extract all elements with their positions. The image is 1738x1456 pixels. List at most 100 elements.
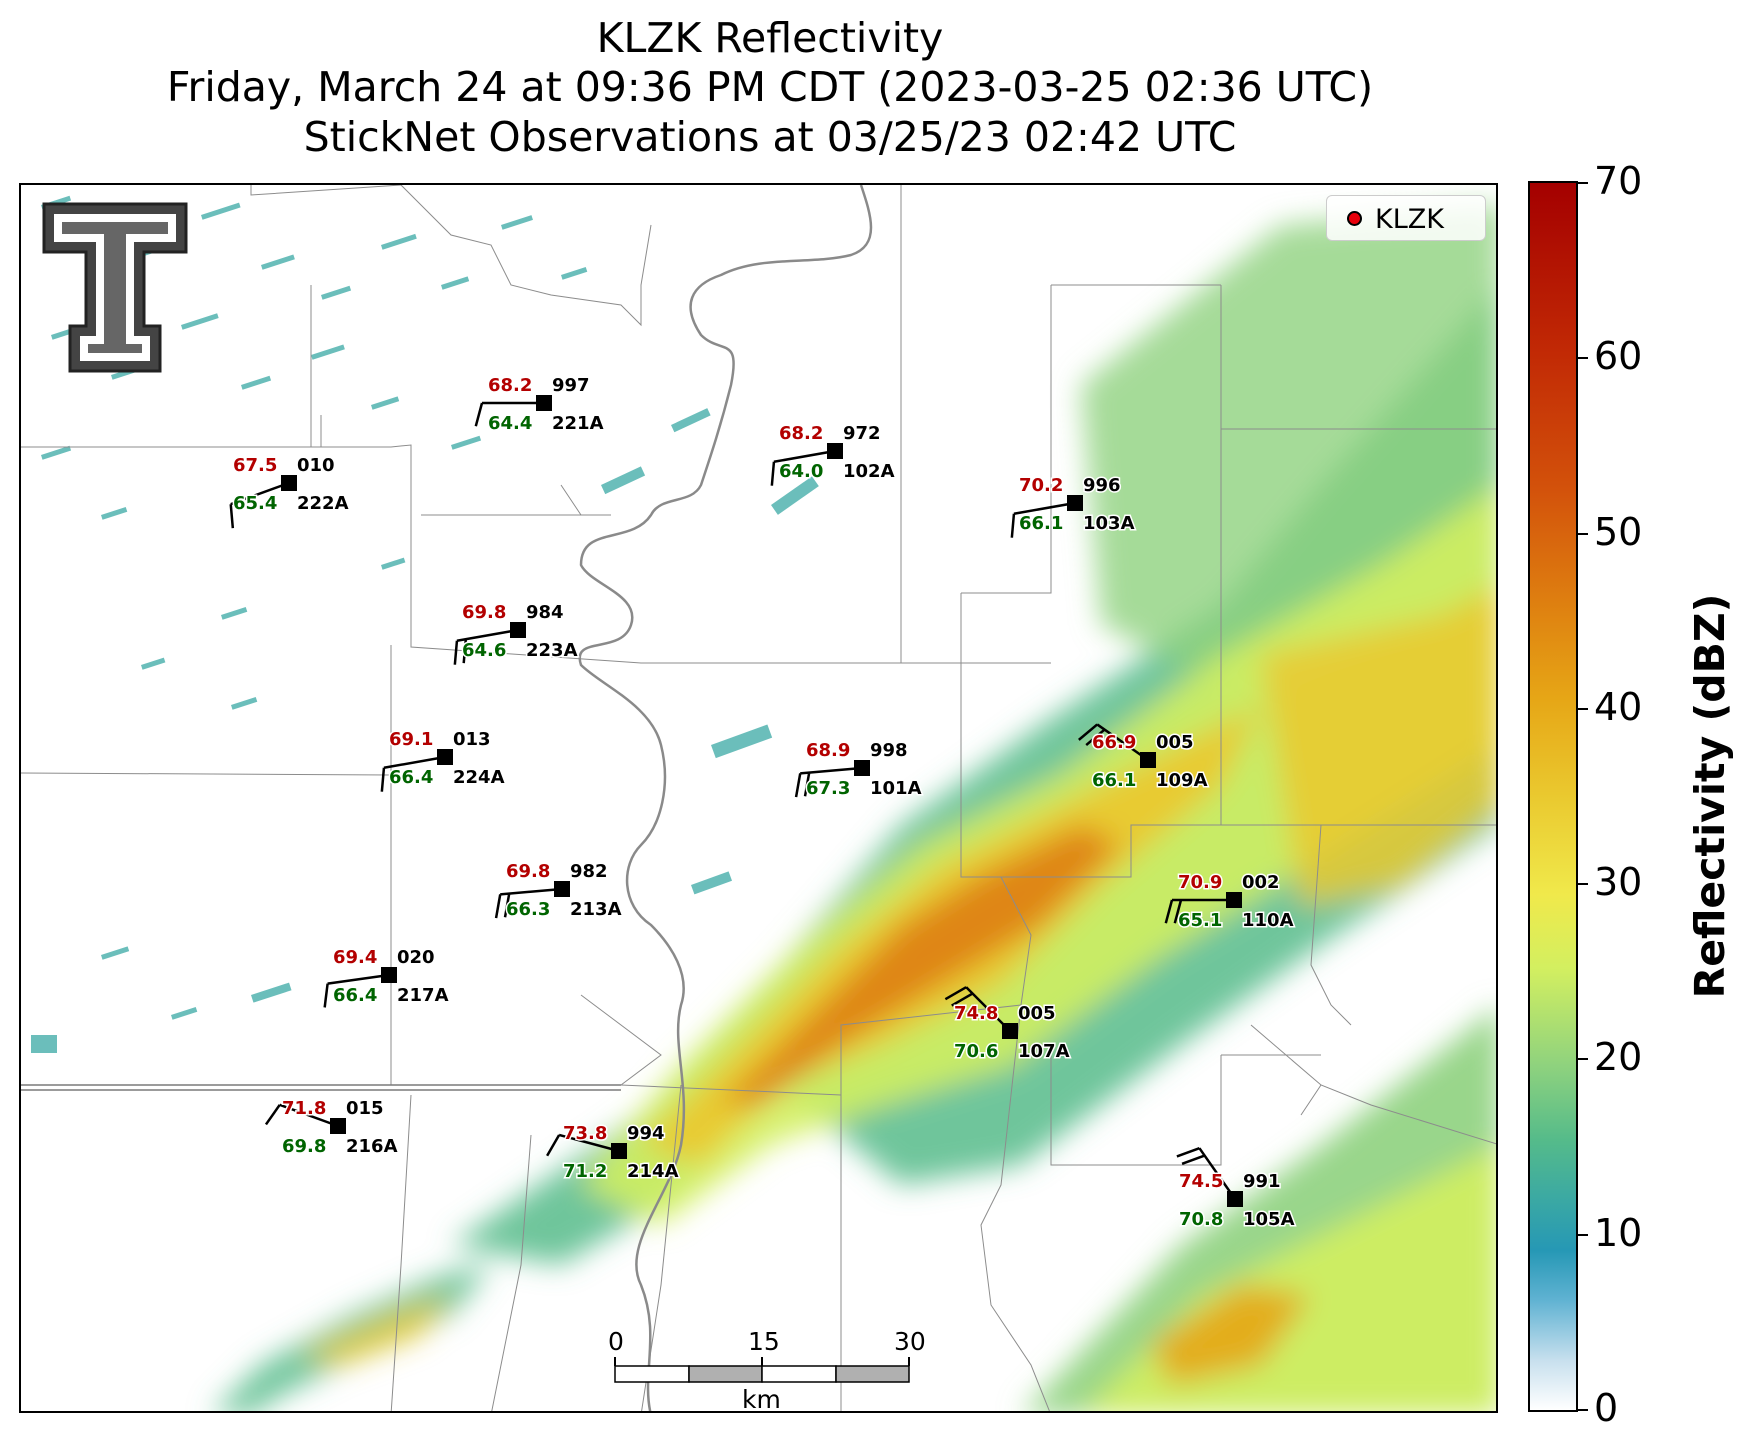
station-pressure: 005 bbox=[1018, 1003, 1056, 1024]
station-id: 214A bbox=[627, 1161, 679, 1182]
station-marker-icon bbox=[330, 1118, 346, 1134]
reflectivity-layer bbox=[21, 185, 1496, 1411]
station-id: 217A bbox=[397, 985, 449, 1006]
wind-barb-staff bbox=[279, 1103, 339, 1128]
colorbar-tick-label: 70 bbox=[1594, 159, 1643, 203]
station-marker-icon bbox=[554, 881, 570, 897]
wind-barb-feather bbox=[803, 772, 811, 797]
station-temperature: 67.5 bbox=[233, 455, 277, 476]
station-plot[interactable]: 68.9 998 67.3 101A bbox=[794, 739, 923, 801]
station-plot[interactable]: 74.8 005 70.6 107A bbox=[944, 986, 1071, 1064]
texas-tech-logo-icon bbox=[40, 200, 190, 379]
wind-barb-feather bbox=[453, 640, 459, 665]
station-plot[interactable]: 69.8 982 66.3 213A bbox=[494, 860, 623, 922]
wind-barb-staff bbox=[327, 973, 390, 985]
station-marker-icon bbox=[827, 443, 843, 459]
station-plot[interactable]: 69.1 013 66.4 224A bbox=[380, 728, 506, 792]
station-plot[interactable]: 70.9 002 65.1 110A bbox=[1164, 871, 1295, 933]
station-dewpoint: 69.8 bbox=[282, 1136, 326, 1157]
station-id: 223A bbox=[526, 640, 578, 661]
station-temperature: 74.5 bbox=[1179, 1171, 1223, 1192]
colorbar-tick-mark bbox=[1578, 357, 1588, 360]
station-id: 110A bbox=[1242, 910, 1294, 931]
station-temperature: 69.4 bbox=[333, 947, 377, 968]
colorbar-tick-label: 50 bbox=[1594, 509, 1643, 554]
title-line-2: Friday, March 24 at 09:36 PM CDT (2023-0… bbox=[166, 63, 1374, 111]
station-marker-icon bbox=[1140, 752, 1156, 768]
colorbar-tick-mark bbox=[1578, 1233, 1588, 1236]
station-dewpoint: 64.6 bbox=[462, 640, 506, 661]
colorbar-tick-label: 30 bbox=[1594, 860, 1643, 905]
wind-barb-staff bbox=[558, 1133, 620, 1153]
stations-layer: 68.2 997 64.4 221A 67.5 010 65.4 222A 68.2 972 64.… bbox=[229, 374, 1296, 1232]
wind-barb-staff bbox=[1013, 501, 1076, 515]
station-plot[interactable]: 68.2 997 64.4 221A bbox=[474, 374, 605, 436]
scale-label-15: 15 bbox=[748, 1327, 780, 1356]
map-legend: KLZK bbox=[1326, 195, 1486, 241]
radar-map[interactable]: 68.2 997 64.4 221A 67.5 010 65.4 222A 68.2 972 64.… bbox=[19, 183, 1498, 1413]
title-line-1: KLZK Reflectivity bbox=[596, 14, 944, 62]
station-dewpoint: 67.3 bbox=[806, 778, 850, 799]
station-plot[interactable]: 71.8 015 69.8 216A bbox=[264, 1097, 399, 1159]
reflectivity-colorbar bbox=[1528, 181, 1578, 1412]
station-marker-icon bbox=[437, 749, 453, 765]
colorbar-tick-mark bbox=[1578, 883, 1588, 886]
wind-barb-feather bbox=[1164, 899, 1174, 924]
wind-barb-feather bbox=[1181, 1154, 1206, 1165]
wind-barb-feather bbox=[264, 1104, 281, 1126]
station-pressure: 982 bbox=[570, 861, 608, 882]
station-temperature: 71.8 bbox=[282, 1098, 326, 1119]
station-plot[interactable]: 69.4 020 66.4 217A bbox=[323, 946, 450, 1008]
station-marker-icon bbox=[1067, 495, 1083, 511]
title-line-3: StickNet Observations at 03/25/23 02:42 … bbox=[303, 113, 1237, 161]
station-dewpoint: 70.8 bbox=[1179, 1209, 1223, 1230]
station-pressure: 010 bbox=[297, 455, 335, 476]
wind-barb-feather bbox=[1085, 728, 1106, 746]
station-plot[interactable]: 69.8 984 64.6 223A bbox=[453, 601, 579, 665]
station-marker-icon bbox=[1226, 892, 1242, 908]
colorbar-tick-label: 20 bbox=[1594, 1035, 1643, 1080]
wind-barb-feather bbox=[323, 983, 329, 1008]
station-marker-icon bbox=[611, 1143, 627, 1159]
wind-barb-feather bbox=[770, 461, 776, 486]
station-plot[interactable]: 73.8 994 71.2 214A bbox=[546, 1122, 680, 1184]
station-plot[interactable]: 70.2 996 66.1 103A bbox=[1010, 474, 1136, 538]
station-marker-icon bbox=[1227, 1191, 1243, 1207]
station-dewpoint: 65.4 bbox=[233, 493, 277, 514]
station-temperature: 70.9 bbox=[1178, 872, 1222, 893]
station-id: 101A bbox=[870, 778, 922, 799]
station-plot[interactable]: 74.5 991 70.8 105A bbox=[1176, 1147, 1296, 1232]
station-marker-icon bbox=[1002, 1023, 1018, 1039]
wind-barb-staff bbox=[800, 766, 863, 775]
colorbar-tick-mark bbox=[1578, 532, 1588, 535]
station-plot[interactable]: 67.5 010 65.4 222A bbox=[229, 454, 350, 529]
station-plot[interactable]: 68.2 972 64.0 102A bbox=[770, 422, 896, 486]
station-temperature: 68.9 bbox=[806, 740, 850, 761]
station-dewpoint: 64.0 bbox=[779, 461, 823, 482]
station-dewpoint: 66.3 bbox=[506, 899, 550, 920]
station-dewpoint: 70.6 bbox=[954, 1041, 998, 1062]
station-marker-icon bbox=[510, 622, 526, 638]
station-temperature: 69.8 bbox=[462, 602, 506, 623]
station-pressure: 994 bbox=[627, 1123, 665, 1144]
station-temperature: 68.2 bbox=[488, 375, 532, 396]
station-marker-icon bbox=[281, 475, 297, 491]
station-plot[interactable]: 66.9 005 66.1 109A bbox=[1078, 723, 1209, 793]
scale-label-30: 30 bbox=[894, 1327, 926, 1356]
station-pressure: 984 bbox=[526, 602, 564, 623]
wind-barb-feather bbox=[380, 767, 386, 792]
station-id: 222A bbox=[297, 493, 349, 514]
colorbar-tick-mark bbox=[1578, 1058, 1588, 1061]
station-pressure: 997 bbox=[552, 375, 590, 396]
station-temperature: 73.8 bbox=[563, 1123, 607, 1144]
colorbar-tick-mark bbox=[1578, 182, 1588, 184]
colorbar-tick-mark bbox=[1578, 1409, 1588, 1411]
scale-unit: km bbox=[742, 1385, 781, 1413]
station-temperature: 66.9 bbox=[1092, 732, 1136, 753]
station-temperature: 74.8 bbox=[954, 1003, 998, 1024]
station-id: 224A bbox=[453, 767, 505, 788]
colorbar-tick-label: 60 bbox=[1594, 334, 1643, 379]
station-dewpoint: 66.1 bbox=[1092, 770, 1136, 791]
wind-barb-staff bbox=[773, 449, 836, 463]
wind-barb-feather bbox=[494, 894, 502, 919]
